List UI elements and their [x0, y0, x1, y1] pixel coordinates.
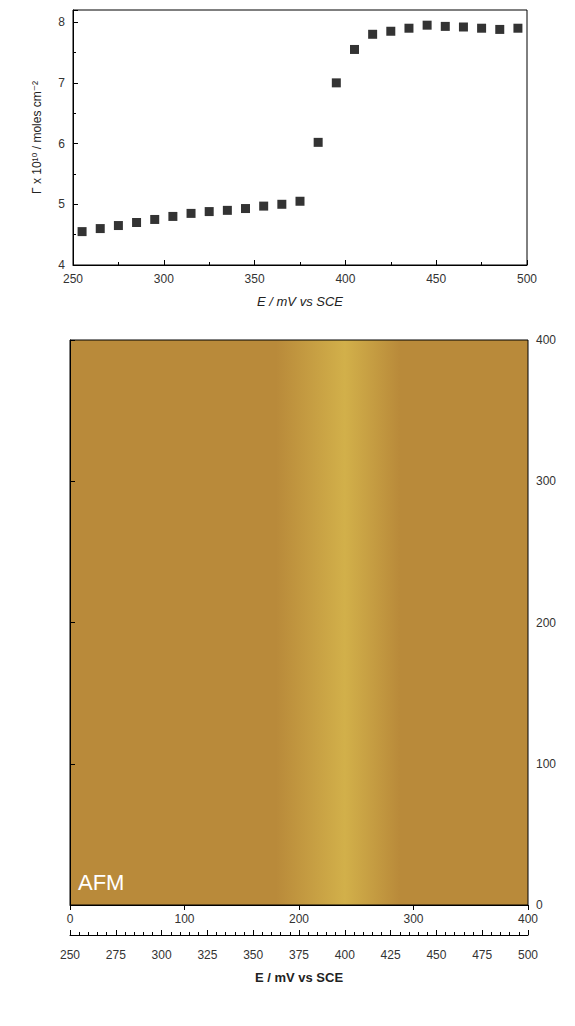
svg-text:E / mV vs SCE: E / mV vs SCE: [257, 294, 343, 309]
svg-text:0: 0: [536, 898, 543, 912]
svg-text:400: 400: [335, 272, 355, 286]
svg-text:AFM: AFM: [78, 870, 124, 895]
svg-text:7: 7: [58, 76, 65, 90]
svg-text:200: 200: [289, 912, 309, 926]
svg-text:450: 450: [426, 948, 446, 962]
svg-text:300: 300: [403, 912, 423, 926]
svg-text:500: 500: [518, 948, 538, 962]
svg-text:500: 500: [517, 272, 537, 286]
svg-text:350: 350: [245, 272, 265, 286]
svg-text:100: 100: [174, 912, 194, 926]
svg-text:400: 400: [518, 912, 538, 926]
svg-text:325: 325: [197, 948, 217, 962]
svg-text:0: 0: [67, 912, 74, 926]
svg-text:250: 250: [63, 272, 83, 286]
svg-text:250: 250: [60, 948, 80, 962]
svg-text:375: 375: [289, 948, 309, 962]
svg-text:350: 350: [243, 948, 263, 962]
svg-text:300: 300: [152, 948, 172, 962]
svg-text:4: 4: [58, 258, 65, 272]
svg-text:400: 400: [536, 333, 556, 347]
svg-text:200: 200: [536, 616, 556, 630]
svg-text:275: 275: [106, 948, 126, 962]
svg-text:400: 400: [335, 948, 355, 962]
svg-text:6: 6: [58, 137, 65, 151]
svg-text:E / mV vs SCE: E / mV vs SCE: [255, 970, 343, 985]
svg-text:300: 300: [154, 272, 174, 286]
svg-text:425: 425: [381, 948, 401, 962]
svg-text:5: 5: [58, 197, 65, 211]
svg-text:100: 100: [536, 757, 556, 771]
svg-text:475: 475: [472, 948, 492, 962]
svg-text:450: 450: [426, 272, 446, 286]
svg-text:300: 300: [536, 474, 556, 488]
svg-text:Γ x 10¹⁰ / moles cm⁻²: Γ x 10¹⁰ / moles cm⁻²: [30, 81, 44, 194]
svg-text:8: 8: [58, 15, 65, 29]
